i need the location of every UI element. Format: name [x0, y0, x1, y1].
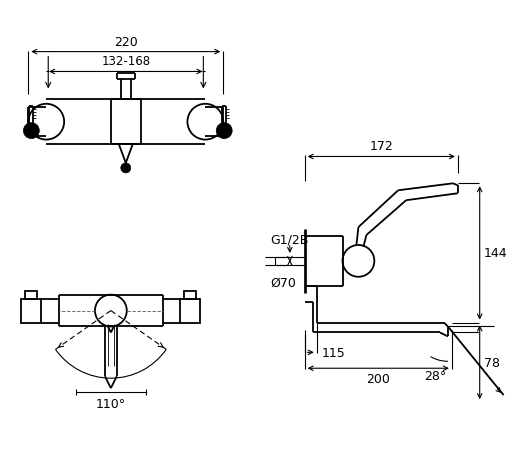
Text: 115: 115 — [322, 346, 345, 359]
Circle shape — [216, 123, 232, 139]
Bar — [185, 291, 197, 299]
Bar — [25, 291, 37, 299]
Circle shape — [23, 123, 40, 139]
Text: 220: 220 — [114, 36, 138, 49]
Text: 144: 144 — [484, 247, 508, 260]
Text: 132-168: 132-168 — [101, 55, 150, 69]
Text: 28°: 28° — [424, 369, 446, 382]
Circle shape — [121, 164, 131, 174]
Text: 172: 172 — [369, 140, 393, 153]
Text: Ø70: Ø70 — [270, 277, 296, 289]
Text: G1/2B: G1/2B — [270, 233, 308, 246]
Text: 200: 200 — [367, 372, 390, 386]
Bar — [180, 299, 200, 323]
Bar — [21, 299, 41, 323]
Text: 78: 78 — [484, 356, 500, 369]
Text: 110°: 110° — [96, 397, 126, 410]
